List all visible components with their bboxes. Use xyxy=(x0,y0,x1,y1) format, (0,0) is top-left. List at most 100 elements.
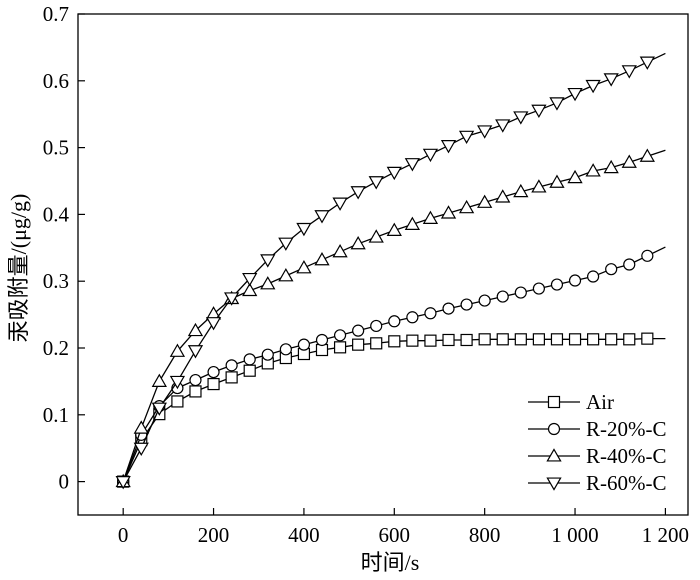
data-point xyxy=(623,258,636,271)
data-point xyxy=(370,337,383,350)
legend-label: R-60%-C xyxy=(586,471,667,495)
data-point xyxy=(260,276,276,290)
data-point xyxy=(424,307,437,320)
data-point xyxy=(315,333,329,347)
data-point xyxy=(605,263,618,276)
data-point xyxy=(424,334,437,347)
series-r-60-c xyxy=(115,52,666,490)
data-point xyxy=(404,158,421,172)
data-point xyxy=(333,341,347,354)
data-point xyxy=(440,205,457,219)
data-point xyxy=(350,235,366,250)
data-point xyxy=(406,334,419,347)
series-line xyxy=(122,246,666,482)
data-point xyxy=(368,229,384,243)
x-tick-label: 0 xyxy=(118,523,129,547)
data-point xyxy=(368,176,384,190)
legend-entry: R-40%-C xyxy=(528,444,667,468)
data-point xyxy=(460,298,473,311)
series-r-20-c xyxy=(117,246,666,488)
data-point xyxy=(495,119,511,133)
data-point xyxy=(151,402,167,416)
data-point xyxy=(314,210,330,224)
data-point xyxy=(422,148,439,163)
y-tick-label: 0 xyxy=(59,470,70,494)
y-tick-label: 0.5 xyxy=(43,136,69,160)
data-point xyxy=(550,333,564,346)
data-point xyxy=(388,315,401,328)
data-point xyxy=(169,343,186,357)
data-point xyxy=(296,260,312,274)
data-point xyxy=(189,373,202,387)
x-tick-label: 400 xyxy=(288,523,320,547)
data-point xyxy=(187,322,204,337)
plot-frame xyxy=(77,13,689,516)
data-point xyxy=(460,333,473,347)
data-point xyxy=(332,197,348,211)
y-tick-label: 0.3 xyxy=(43,269,69,293)
series-air xyxy=(117,332,666,488)
data-point xyxy=(532,282,545,295)
data-point xyxy=(442,302,455,315)
data-point xyxy=(496,333,509,346)
data-point xyxy=(279,343,292,356)
data-point xyxy=(297,338,311,351)
legend-label: R-20%-C xyxy=(586,417,667,441)
data-point xyxy=(261,348,274,361)
legend-marker xyxy=(546,448,562,462)
data-point xyxy=(333,329,347,342)
data-point xyxy=(621,154,637,168)
legend-label: Air xyxy=(586,390,614,414)
legend-marker xyxy=(546,477,562,491)
data-point xyxy=(639,148,655,162)
data-point xyxy=(567,87,583,102)
data-point xyxy=(332,243,348,258)
plot-area xyxy=(115,52,666,490)
data-point xyxy=(514,333,527,346)
data-point xyxy=(386,166,402,181)
data-point xyxy=(567,169,583,184)
data-point xyxy=(314,252,330,266)
data-point xyxy=(243,364,256,377)
series-line xyxy=(122,337,666,482)
data-point xyxy=(242,282,258,297)
legend-marker xyxy=(547,422,561,436)
data-point xyxy=(171,395,184,408)
y-tick-label: 0.1 xyxy=(43,403,69,427)
x-tick-label: 1 000 xyxy=(551,523,598,547)
y-tick-label: 0.4 xyxy=(43,202,70,226)
data-point xyxy=(207,365,220,379)
data-point xyxy=(223,292,240,306)
data-point xyxy=(605,333,618,346)
data-point xyxy=(406,311,419,324)
data-point xyxy=(603,73,619,87)
data-point xyxy=(243,353,256,366)
y-tick-label: 0.6 xyxy=(43,69,69,93)
data-point xyxy=(531,104,547,119)
data-point xyxy=(478,294,491,307)
legend-label: R-40%-C xyxy=(586,444,667,468)
data-point xyxy=(296,222,312,237)
data-point xyxy=(315,343,329,357)
data-point xyxy=(458,199,475,214)
data-point xyxy=(205,317,222,331)
data-point xyxy=(477,125,493,139)
data-point xyxy=(641,332,654,345)
y-axis-label: 汞吸附量/(μg/g) xyxy=(6,194,31,343)
data-point xyxy=(568,333,582,346)
data-point xyxy=(532,333,545,346)
x-axis-label: 时间/s xyxy=(361,550,420,575)
data-point xyxy=(169,375,186,390)
data-point xyxy=(585,163,601,177)
data-point xyxy=(115,476,131,490)
data-point xyxy=(477,194,493,208)
legend-entry: Air xyxy=(528,390,614,414)
y-tick-label: 0.2 xyxy=(43,336,69,360)
legend-entry: R-60%-C xyxy=(528,471,667,495)
legend-entry: R-20%-C xyxy=(528,417,667,441)
data-point xyxy=(278,237,294,251)
data-point xyxy=(587,333,600,346)
data-point xyxy=(496,290,509,303)
data-point xyxy=(225,371,238,384)
data-point xyxy=(422,210,439,224)
